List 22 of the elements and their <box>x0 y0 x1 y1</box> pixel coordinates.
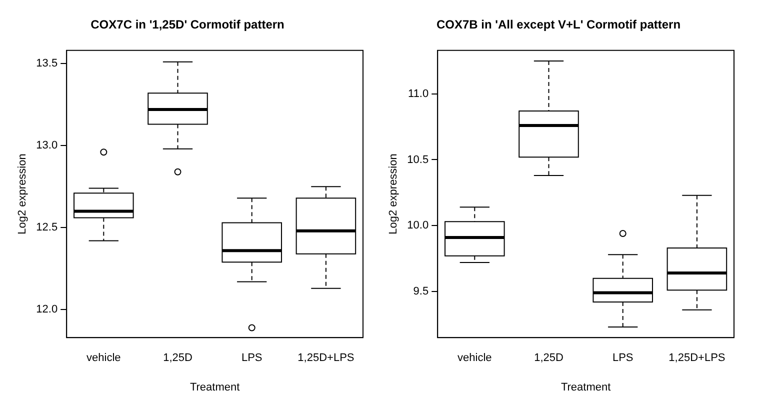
x-tick-label: 1,25D+LPS <box>298 352 354 364</box>
x-tick-label: vehicle <box>458 352 492 364</box>
chart-title: COX7B in 'All except V+L' Cormotif pattern <box>436 18 681 32</box>
x-tick-label: 1,25D <box>534 352 564 364</box>
y-tick-label: 9.5 <box>413 286 429 298</box>
y-axis-title: Log2 expression <box>388 154 400 234</box>
x-tick-label: 1,25D <box>163 352 192 364</box>
y-tick-label: 12.5 <box>36 222 58 234</box>
x-axis-title: Treatment <box>190 381 240 394</box>
y-tick-label: 10.5 <box>407 154 429 166</box>
x-tick-label: vehicle <box>86 352 121 364</box>
chart-title: COX7C in '1,25D' Cormotif pattern <box>90 18 284 32</box>
y-tick-label: 13.0 <box>36 140 58 152</box>
y-tick-label: 12.0 <box>36 304 58 316</box>
y-tick-label: 11.0 <box>408 88 429 100</box>
x-tick-label: 1,25D+LPS <box>668 352 726 364</box>
y-tick-label: 10.0 <box>407 220 429 232</box>
y-axis-title: Log2 expression <box>16 154 29 234</box>
y-tick-label: 13.5 <box>36 58 58 70</box>
x-axis-title: Treatment <box>560 381 611 394</box>
x-tick-label: LPS <box>241 352 262 364</box>
x-tick-label: LPS <box>612 352 634 364</box>
